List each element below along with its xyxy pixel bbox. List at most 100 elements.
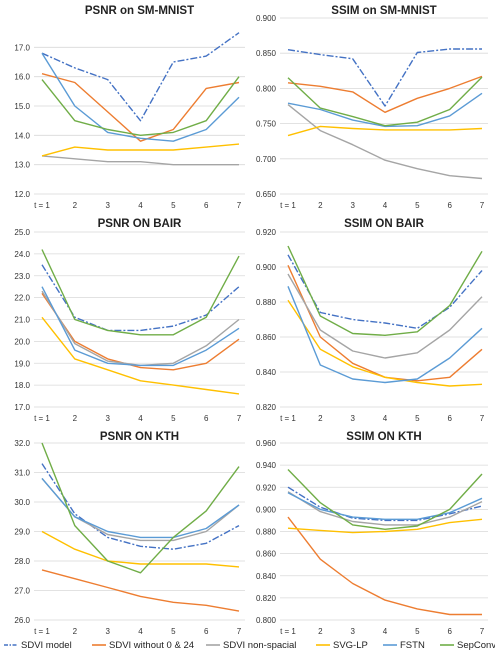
y-tick-label: 14.0 [14,131,30,140]
x-tick-label: 2 [73,201,78,210]
chart-title: PSNR ON KTH [100,431,179,443]
x-tick-label: 5 [415,627,420,636]
y-tick-label: 0.940 [256,461,277,470]
x-tick-label: t = 1 [280,201,296,210]
y-tick-label: 0.960 [256,439,277,448]
y-tick-label: 20.0 [14,337,30,346]
chart-panel-ssim-on-kth: SSIM ON KTH 0.800 0.820 0.840 0.860 0.880 0.90… [256,431,488,636]
legend-label: SVG-LP [333,640,368,651]
y-tick-label: 0.900 [256,505,277,514]
series-line-sdvi-without-0-24 [41,73,240,142]
x-tick-label: 2 [73,627,78,636]
y-tick-label: 26.0 [14,616,30,625]
y-tick-label: 0.650 [256,190,277,199]
y-tick-label: 0.900 [256,263,277,272]
chart-panel-ssim-on-sm-mnist: SSIM on SM-MNIST 0.650 0.700 0.750 0.800 0.85… [256,5,488,210]
series-line-sepconv [41,442,240,574]
series-line-sepconv [41,76,240,137]
series-line-fstn [41,477,240,539]
x-tick-label: 6 [447,201,452,210]
legend-item-sdvi-model: SDVI model [4,640,72,651]
chart-legend: SDVI model SDVI without 0 & 24 SDVI non-sp… [4,640,495,651]
y-tick-label: 13.0 [14,161,30,170]
y-tick-label: 22.0 [14,294,30,303]
x-tick-label: 2 [318,201,323,210]
legend-label: SepConv [457,640,495,651]
x-tick-label: t = 1 [280,414,296,423]
series-line-fstn [287,92,483,128]
y-tick-label: 19.0 [14,359,30,368]
series-line-fstn [41,286,240,367]
chart-panel-ssim-on-bair: SSIM ON BAIR 0.820 0.840 0.860 0.880 0.900 0.9… [256,218,488,423]
x-tick-label: 7 [480,201,485,210]
y-tick-label: 15.0 [14,102,30,111]
y-tick-label: 0.700 [256,155,277,164]
x-tick-label: 6 [447,627,452,636]
chart-panels: PSNR on SM-MNIST 12.0 13.0 14.0 15.0 16.0 17.0… [14,5,488,636]
x-tick-label: 6 [204,201,209,210]
legend-item-sepconv: SepConv [440,640,495,651]
x-tick-label: 5 [415,201,420,210]
legend-label: SDVI non-spacial [223,640,296,651]
x-tick-label: 6 [204,627,209,636]
x-tick-label: 3 [350,414,355,423]
chart-title: SSIM on SM-MNIST [331,5,436,17]
y-tick-label: 0.820 [256,403,277,412]
series-line-sdvi-model [41,32,240,122]
series-line-svg-lp [41,143,240,157]
x-tick-label: 3 [105,627,110,636]
series-line-sdvi-model [41,264,240,332]
x-tick-label: 5 [415,414,420,423]
series-line-sdvi-non-spacial [287,491,483,526]
y-tick-label: 0.860 [256,333,277,342]
chart-title: SSIM ON BAIR [344,218,425,230]
x-tick-label: 2 [318,414,323,423]
y-tick-label: 17.0 [14,403,30,412]
legend-item-fstn: FSTN [383,640,425,651]
legend-item-sdvi-non-spacial: SDVI non-spacial [206,640,296,651]
x-tick-label: 3 [350,201,355,210]
x-tick-label: 3 [105,201,110,210]
y-tick-label: 16.0 [14,73,30,82]
series-line-sepconv [287,469,483,530]
x-tick-label: 7 [480,414,485,423]
y-tick-label: 0.750 [256,120,277,129]
chart-panel-psnr-on-bair: PSNR ON BAIR 17.0 18.0 19.0 20.0 21.0 22.0 23.0… [14,218,245,423]
y-tick-label: 18.0 [14,381,30,390]
y-tick-label: 0.920 [256,483,277,492]
x-tick-label: 7 [237,627,242,636]
y-tick-label: 17.0 [14,43,30,52]
series-line-sepconv [287,76,483,127]
x-tick-label: t = 1 [34,414,50,423]
legend-label: SDVI model [21,640,72,651]
legend-label: FSTN [400,640,425,651]
x-tick-label: t = 1 [34,627,50,636]
legend-label: SDVI without 0 & 24 [109,640,194,651]
y-tick-label: 23.0 [14,272,30,281]
chart-title: SSIM ON KTH [346,431,421,443]
series-line-sdvi-model [287,48,482,107]
series-line-sdvi-model [287,254,483,329]
series-line-svg-lp [41,316,240,395]
y-tick-label: 0.800 [256,84,277,93]
series-line-sdvi-without-0-24 [287,75,483,114]
y-tick-label: 31.0 [14,469,30,478]
y-tick-label: 12.0 [14,190,30,199]
x-tick-label: 7 [237,414,242,423]
x-tick-label: 5 [171,201,176,210]
x-tick-label: t = 1 [280,627,296,636]
y-tick-label: 0.880 [256,298,277,307]
x-tick-label: 2 [73,414,78,423]
x-tick-label: 5 [171,627,176,636]
y-tick-label: 0.800 [256,616,277,625]
y-tick-label: 25.0 [14,228,30,237]
series-line-sdvi-model [41,463,240,550]
x-tick-label: 4 [383,414,388,423]
y-tick-label: 21.0 [14,316,30,325]
series-line-fstn [41,52,240,142]
series-line-sdvi-non-spacial [41,155,239,166]
y-tick-label: 0.840 [256,572,277,581]
x-tick-label: 4 [383,201,388,210]
x-tick-label: 6 [204,414,209,423]
series-line-sdvi-without-0-24 [287,516,482,616]
